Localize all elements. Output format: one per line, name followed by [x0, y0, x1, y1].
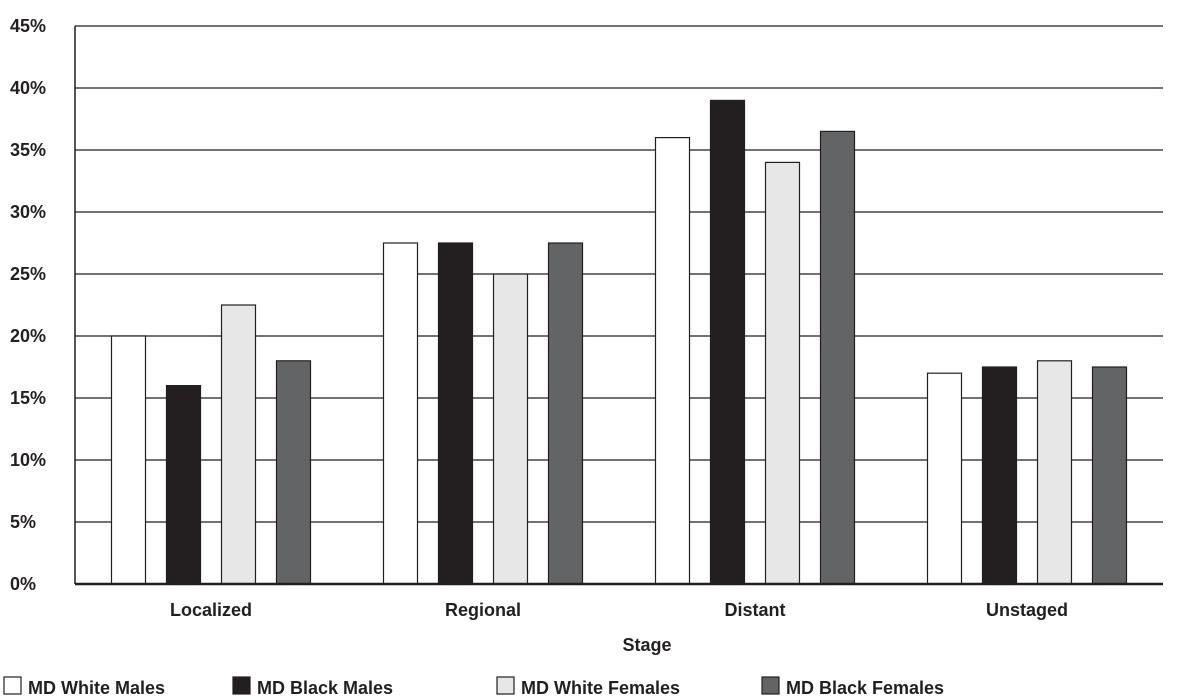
y-tick-label: 35% — [10, 140, 46, 160]
legend-item: MD Black Males — [232, 676, 393, 698]
y-tick-label: 0% — [10, 574, 36, 594]
legend-label: MD Black Females — [786, 678, 944, 698]
x-tick-label: Localized — [170, 600, 252, 620]
legend-label: MD White Males — [28, 678, 165, 698]
legend-item: MD Black Females — [761, 676, 944, 698]
x-tick-label: Unstaged — [986, 600, 1068, 620]
y-tick-label: 20% — [10, 326, 46, 346]
bar — [654, 137, 691, 585]
bar — [437, 242, 474, 585]
y-tick-label: 5% — [10, 512, 36, 532]
legend-item: MD White Males — [3, 676, 165, 698]
y-tick-label: 15% — [10, 388, 46, 408]
y-tick-label: 25% — [10, 264, 46, 284]
y-tick-label: 40% — [10, 78, 46, 98]
legend-item: MD White Females — [496, 676, 680, 698]
bar — [382, 242, 419, 585]
bar — [110, 335, 147, 585]
y-tick-label: 45% — [10, 16, 46, 36]
legend-swatch — [761, 676, 780, 695]
legend-label: MD White Females — [521, 678, 680, 698]
bar — [492, 273, 529, 585]
bars — [110, 99, 1128, 585]
bar — [1091, 366, 1128, 585]
axes — [74, 26, 1163, 586]
bar — [165, 385, 202, 585]
y-tick-label: 30% — [10, 202, 46, 222]
bar — [819, 130, 856, 585]
bar — [220, 304, 257, 585]
bar — [275, 360, 312, 585]
legend-swatch — [3, 676, 22, 695]
x-tick-label: Distant — [724, 600, 785, 620]
x-tick-labels: Localized Regional Distant Unstaged — [170, 600, 1068, 620]
grid-lines — [75, 25, 1163, 523]
bar — [981, 366, 1018, 585]
legend: MD White Males MD Black Males MD White Fem… — [3, 676, 944, 698]
x-axis-title: Stage — [622, 635, 671, 655]
bar — [709, 99, 746, 585]
y-tick-labels: 0% 5% 10% 15% 20% 25% 30% 35% 40% 45% — [10, 16, 46, 594]
legend-label: MD Black Males — [257, 678, 393, 698]
bar — [764, 161, 801, 585]
legend-swatch — [232, 676, 251, 695]
bar — [547, 242, 584, 585]
x-tick-label: Regional — [445, 600, 521, 620]
y-tick-label: 10% — [10, 450, 46, 470]
legend-swatch — [496, 676, 515, 695]
bar — [926, 372, 963, 585]
bar — [1036, 360, 1073, 585]
